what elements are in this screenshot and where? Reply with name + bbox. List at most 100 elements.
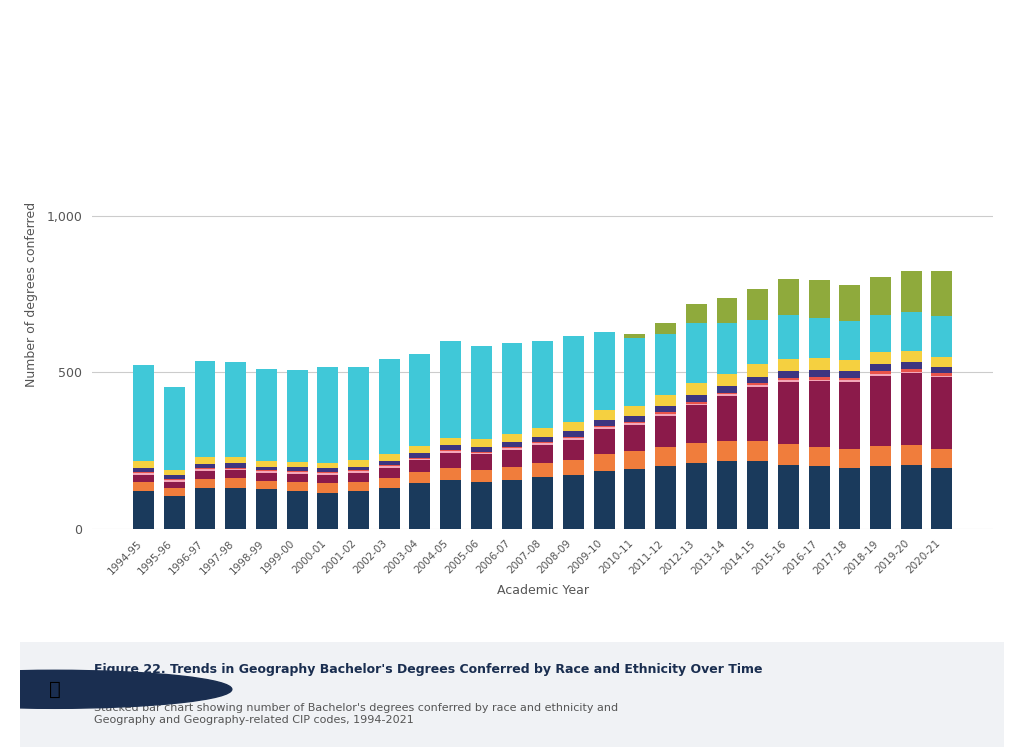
Bar: [717, 386, 737, 393]
Y-axis label: Number of degrees conferred: Number of degrees conferred: [26, 202, 38, 387]
Bar: [717, 322, 737, 374]
Bar: [225, 463, 246, 467]
Bar: [717, 374, 737, 386]
Bar: [133, 491, 154, 528]
Bar: [625, 424, 645, 451]
Bar: [901, 271, 922, 312]
Bar: [502, 433, 522, 442]
Bar: [655, 414, 676, 415]
Bar: [195, 469, 215, 471]
Bar: [778, 382, 799, 444]
Bar: [471, 482, 492, 528]
Bar: [625, 469, 645, 528]
Bar: [133, 482, 154, 491]
Bar: [225, 457, 246, 463]
Bar: [594, 454, 614, 471]
Bar: [870, 315, 891, 352]
Bar: [932, 375, 952, 378]
Bar: [748, 364, 768, 377]
Bar: [748, 385, 768, 387]
Bar: [317, 472, 338, 473]
Bar: [870, 466, 891, 528]
Bar: [655, 412, 676, 414]
Bar: [348, 467, 369, 470]
Bar: [870, 364, 891, 371]
Bar: [440, 450, 461, 451]
Bar: [133, 475, 154, 482]
Bar: [348, 461, 369, 467]
Bar: [870, 371, 891, 374]
Bar: [778, 381, 799, 382]
Bar: [348, 471, 369, 473]
Bar: [932, 373, 952, 375]
Bar: [932, 449, 952, 467]
Bar: [809, 280, 829, 318]
Bar: [748, 387, 768, 441]
Bar: [225, 467, 246, 469]
Bar: [379, 461, 399, 466]
Bar: [195, 471, 215, 479]
Bar: [901, 312, 922, 350]
Bar: [748, 384, 768, 385]
Bar: [625, 423, 645, 424]
Bar: [625, 338, 645, 405]
Bar: [594, 410, 614, 420]
Bar: [410, 483, 430, 528]
Bar: [532, 463, 553, 477]
Bar: [440, 480, 461, 528]
Bar: [256, 470, 276, 471]
Bar: [195, 464, 215, 468]
Bar: [532, 445, 553, 463]
Bar: [563, 422, 584, 431]
Bar: [532, 428, 553, 436]
Bar: [717, 297, 737, 322]
Bar: [686, 463, 707, 528]
Bar: [748, 320, 768, 364]
Bar: [932, 367, 952, 373]
Bar: [287, 472, 307, 473]
Bar: [748, 377, 768, 384]
Bar: [778, 371, 799, 378]
Bar: [164, 488, 184, 496]
Bar: [471, 470, 492, 482]
Bar: [901, 464, 922, 528]
Bar: [317, 463, 338, 468]
Bar: [655, 334, 676, 395]
Bar: [655, 323, 676, 334]
Bar: [778, 279, 799, 316]
Bar: [471, 455, 492, 470]
Bar: [379, 359, 399, 454]
Bar: [410, 354, 430, 446]
Bar: [379, 478, 399, 488]
Bar: [655, 415, 676, 447]
Bar: [287, 467, 307, 471]
Bar: [471, 453, 492, 455]
Bar: [379, 466, 399, 467]
Bar: [809, 381, 829, 447]
Bar: [440, 341, 461, 438]
Bar: [410, 446, 430, 453]
Bar: [164, 480, 184, 482]
Bar: [840, 321, 860, 359]
Bar: [502, 448, 522, 450]
Bar: [410, 461, 430, 473]
Bar: [932, 271, 952, 316]
Bar: [778, 378, 799, 381]
Bar: [932, 357, 952, 367]
Bar: [686, 442, 707, 463]
Bar: [594, 426, 614, 427]
Bar: [594, 471, 614, 528]
Bar: [870, 277, 891, 315]
Bar: [440, 438, 461, 445]
Legend: American Indian or
Alaska Native, Asian, Black or African
American, Hispanic or : American Indian or Alaska Native, Asian,…: [131, 664, 954, 695]
Bar: [625, 405, 645, 415]
Bar: [532, 442, 553, 443]
Bar: [502, 442, 522, 448]
Bar: [809, 359, 829, 370]
Bar: [195, 468, 215, 469]
Bar: [256, 467, 276, 470]
Bar: [901, 445, 922, 464]
Text: 🎓: 🎓: [49, 680, 60, 699]
Bar: [840, 467, 860, 528]
Bar: [655, 395, 676, 405]
